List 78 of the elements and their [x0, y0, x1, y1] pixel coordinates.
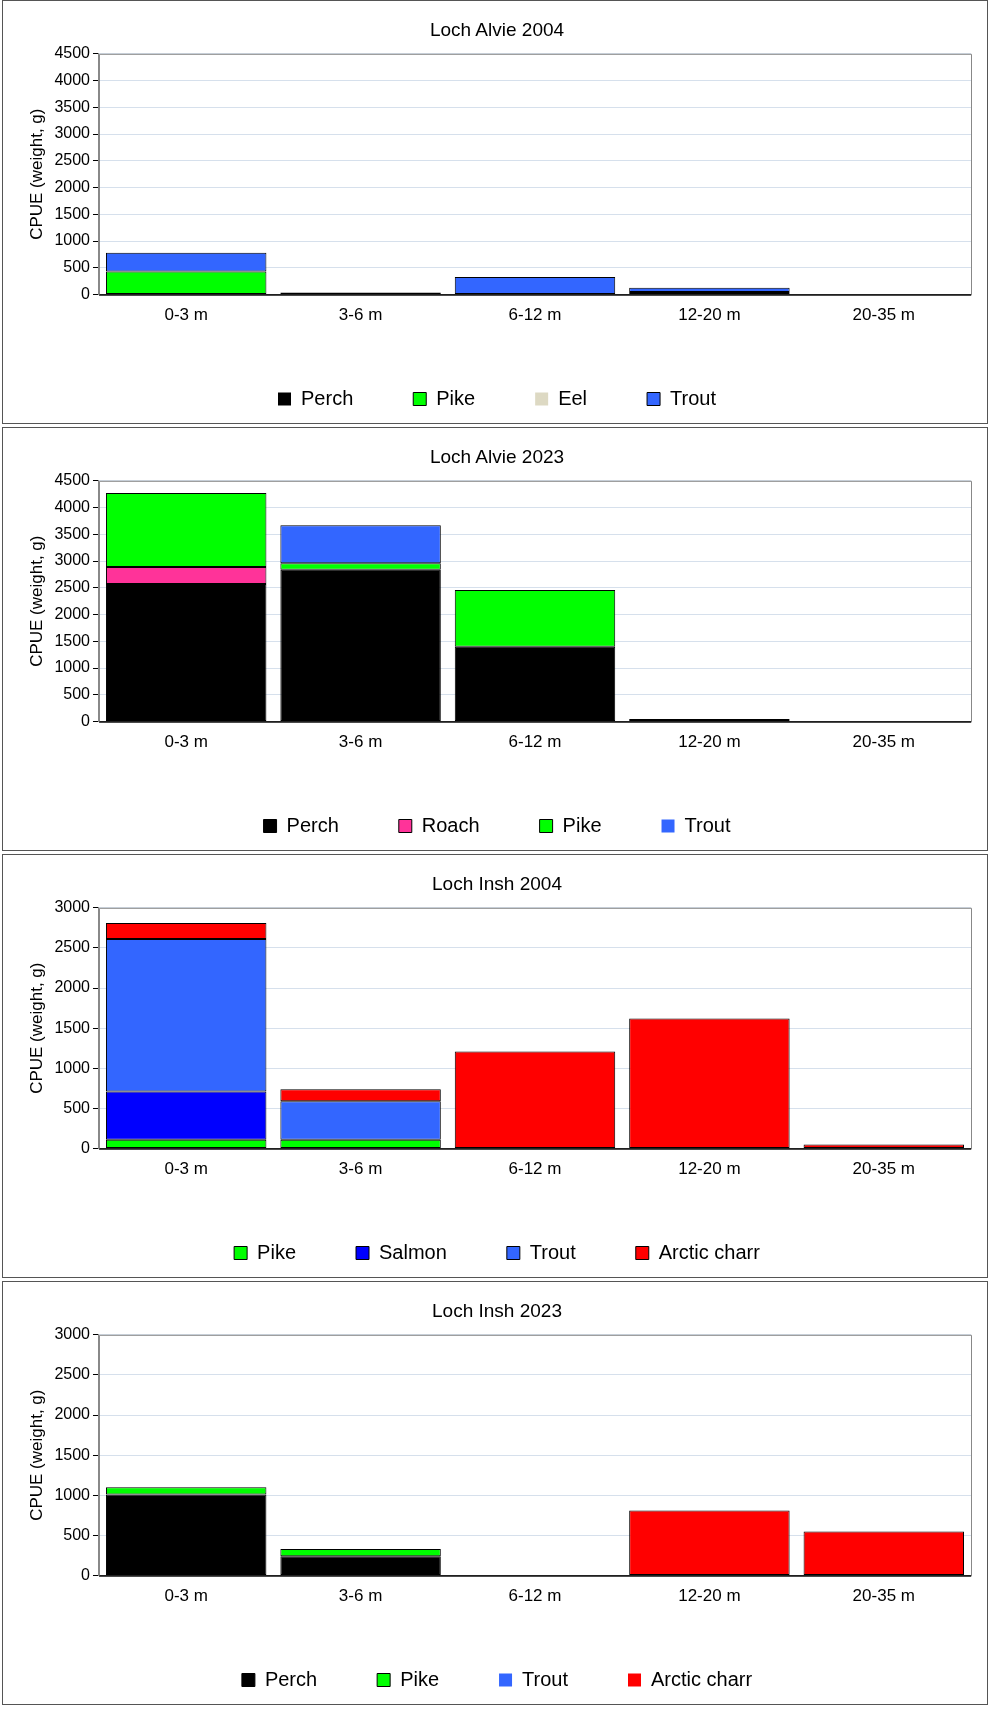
chart-title: Loch Insh 2004 — [432, 872, 563, 894]
legend-label: Perch — [286, 813, 339, 836]
legend-label: Trout — [670, 386, 717, 409]
legend-label: Pike — [562, 813, 602, 836]
y-tick-label: 2000 — [54, 177, 91, 195]
y-tick-label: 4000 — [54, 497, 91, 515]
x-tick-label: 12-20 m — [678, 1159, 741, 1179]
y-tick-label: 0 — [81, 712, 91, 730]
y-tick-label: 1500 — [54, 1018, 91, 1036]
y-tick-label: 2500 — [54, 1365, 91, 1383]
x-tick-label: 12-20 m — [678, 732, 741, 752]
x-tick-label: 20-35 m — [852, 1586, 915, 1606]
y-tick-label: 3000 — [54, 898, 91, 916]
x-tick-label: 20-35 m — [852, 1159, 915, 1179]
y-tick-label: 2000 — [54, 604, 91, 622]
y-axis-title: CPUE (weight, g) — [26, 1389, 46, 1521]
y-tick-label: 1500 — [54, 631, 91, 649]
x-tick-label: 20-35 m — [852, 305, 915, 325]
legend-label: Pike — [257, 1240, 297, 1263]
y-tick-label: 1000 — [54, 231, 91, 249]
x-tick-label: 6-12 m — [508, 305, 562, 325]
legend-label: Perch — [264, 1667, 318, 1690]
y-tick-label: 3000 — [54, 1325, 91, 1343]
x-tick-label: 3-6 m — [338, 1159, 383, 1179]
y-tick-label: 0 — [81, 1139, 91, 1157]
y-tick-label: 3000 — [54, 551, 91, 569]
y-axis-title: CPUE (weight, g) — [26, 962, 46, 1094]
y-tick-label: 1500 — [54, 204, 91, 222]
y-tick-label: 0 — [81, 1566, 91, 1584]
x-tick-label: 0-3 m — [164, 732, 208, 752]
chart-title: Loch Alvie 2023 — [429, 445, 565, 467]
chart-title: Loch Insh 2023 — [432, 1299, 562, 1321]
y-tick-label: 1000 — [54, 1058, 91, 1076]
y-tick-label: 1000 — [54, 658, 91, 676]
x-tick-label: 3-6 m — [338, 732, 383, 752]
y-tick-label: 2000 — [54, 1405, 91, 1423]
y-tick-label: 500 — [63, 685, 91, 703]
y-tick-label: 1000 — [54, 1485, 91, 1503]
chart-title: Loch Alvie 2004 — [429, 18, 565, 40]
x-tick-label: 20-35 m — [852, 732, 915, 752]
legend-label: Pike — [400, 1667, 440, 1690]
legend-label: Perch — [301, 386, 354, 409]
y-tick-label: 4500 — [54, 44, 91, 62]
y-tick-label: 0 — [81, 285, 91, 303]
x-tick-label: 0-3 m — [164, 1159, 208, 1179]
legend-label: Roach — [421, 813, 480, 836]
y-axis-title: CPUE (weight, g) — [26, 535, 46, 667]
y-tick-label: 500 — [63, 258, 91, 276]
x-tick-label: 3-6 m — [338, 305, 383, 325]
x-tick-label: 6-12 m — [508, 1159, 562, 1179]
y-tick-label: 500 — [63, 1098, 91, 1116]
y-tick-label: 3500 — [54, 97, 91, 115]
y-tick-label: 2000 — [54, 978, 91, 996]
y-tick-label: 4000 — [54, 70, 91, 88]
x-tick-label: 0-3 m — [164, 1586, 208, 1606]
x-tick-label: 12-20 m — [678, 1586, 741, 1606]
x-tick-label: 6-12 m — [508, 1586, 562, 1606]
legend-label: Arctic charr — [650, 1667, 753, 1690]
x-tick-label: 6-12 m — [508, 732, 562, 752]
y-tick-label: 4500 — [54, 471, 91, 489]
y-tick-label: 500 — [63, 1525, 91, 1543]
y-tick-label: 1500 — [54, 1445, 91, 1463]
legend-label: Arctic charr — [658, 1240, 761, 1263]
legend-label: Trout — [522, 1667, 569, 1690]
x-tick-label: 0-3 m — [164, 305, 208, 325]
legend-label: Trout — [529, 1240, 577, 1263]
y-tick-label: 2500 — [54, 151, 91, 169]
legend-label: Salmon — [379, 1240, 447, 1263]
legend-label: Trout — [684, 813, 731, 836]
y-axis-title: CPUE (weight, g) — [26, 108, 46, 240]
y-tick-label: 2500 — [54, 938, 91, 956]
y-tick-label: 3000 — [54, 124, 91, 142]
legend-label: Eel — [558, 386, 588, 409]
legend-label: Pike — [436, 386, 476, 409]
y-tick-label: 2500 — [54, 578, 91, 596]
x-tick-label: 3-6 m — [338, 1586, 383, 1606]
y-tick-label: 3500 — [54, 524, 91, 542]
x-tick-label: 12-20 m — [678, 305, 741, 325]
